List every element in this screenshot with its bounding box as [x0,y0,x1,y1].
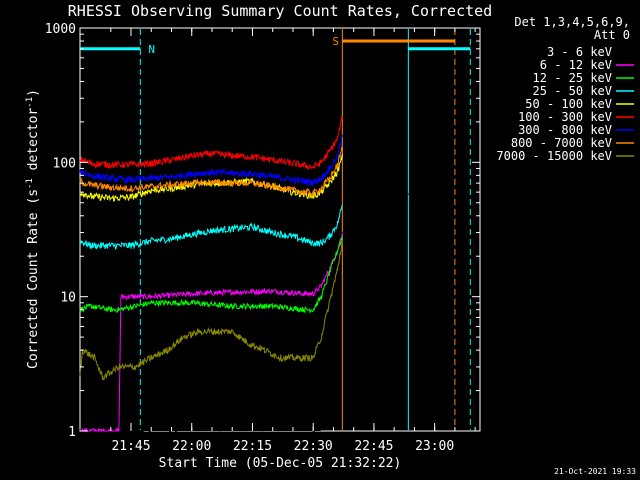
footer-date: 21-Oct-2021 19:33 [554,467,636,476]
legend-header-attenuator: Att 0 [594,28,630,42]
series-line-spikes [142,377,322,433]
x-tick-label: 22:30 [294,439,333,454]
legend-label: 800 - 7000 keV [511,136,612,150]
series-line [79,236,343,314]
interval-label: N [148,43,155,56]
x-axis-ticks: 21:45 22:00 22:15 22:30 22:45 23:00 [110,28,476,454]
series-line [79,146,343,198]
series-line [79,115,343,170]
legend-label: 25 - 50 keV [533,84,612,98]
legend-header-detectors: Det 1,3,4,5,6,9, [514,15,630,29]
y-axis-label-exponent-2: -1 [25,97,35,108]
legend-label: 6 - 12 keV [540,58,612,72]
y-tick-label: 100 [53,156,76,171]
y-axis-label-part1: Corrected Count Rate (s [26,189,41,369]
y-axis-ticks: 1 10 100 1000 [45,22,480,440]
legend-label: 300 - 800 keV [518,123,612,137]
series-line [80,161,468,432]
x-tick-label: 23:00 [415,439,454,454]
y-axis-label-exponent-1: -1 [25,178,35,189]
legend-label: 100 - 300 keV [518,110,612,124]
y-tick-label: 10 [60,291,76,306]
interval-label: S [332,35,339,48]
y-tick-label: 1000 [45,22,76,37]
legend-label: 50 - 100 keV [525,97,612,111]
legend-label: 3 - 6 keV [547,45,612,59]
series-line [79,134,343,187]
series-line [79,204,343,250]
series-line [79,239,343,381]
x-tick-label: 22:00 [172,439,211,454]
x-tick-label: 22:15 [233,439,272,454]
series-line [79,232,343,433]
legend-label: 7000 - 15000 keV [496,149,612,163]
x-tick-label: 22:45 [354,439,393,454]
interval-markers: NS [80,29,471,430]
y-axis-label-part3: ) [26,89,41,97]
y-axis-label-part2: detector [26,108,41,179]
series-layer [79,115,468,433]
x-axis-label: Start Time (05-Dec-05 21:32:22) [159,456,402,471]
chart-title: RHESSI Observing Summary Count Rates, Co… [68,2,492,20]
legend-label: 12 - 25 keV [533,71,612,85]
y-axis-label: Corrected Count Rate (s-1 detector-1) [25,89,41,369]
x-tick-label: 21:45 [111,439,150,454]
y-tick-label: 1 [68,425,76,440]
